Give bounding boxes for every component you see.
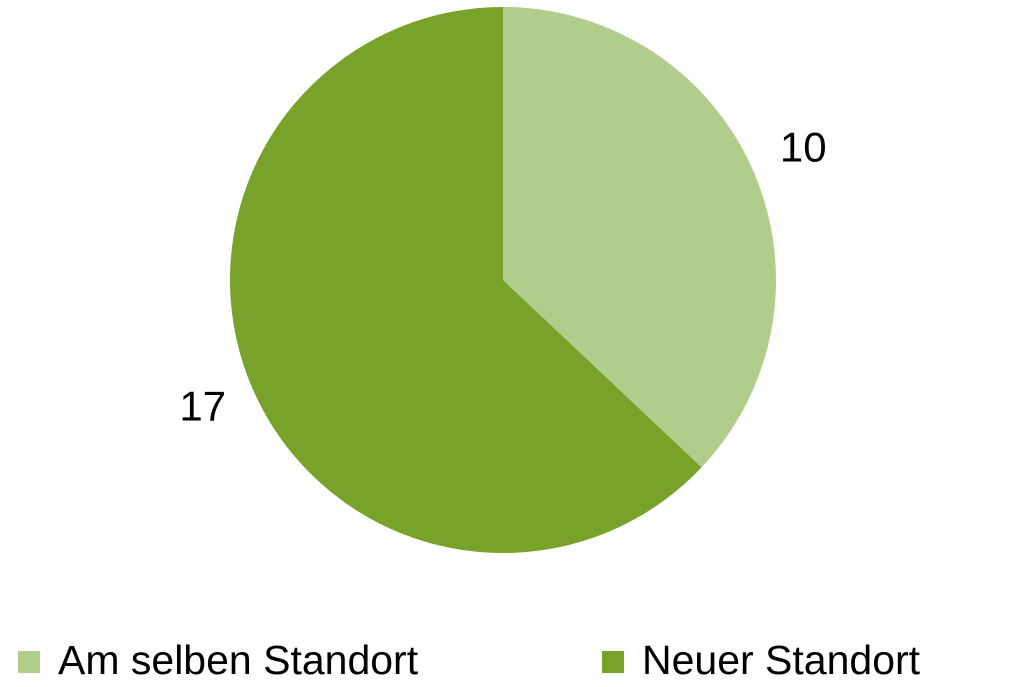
legend-swatch <box>18 651 40 673</box>
data-label: 10 <box>780 124 827 171</box>
data-label: 17 <box>179 383 226 430</box>
pie-slice <box>503 7 776 468</box>
pie-slice <box>230 7 702 553</box>
legend-swatch <box>602 651 624 673</box>
legend-label: Am selben Standort <box>58 637 419 683</box>
legend-label: Neuer Standort <box>642 637 921 683</box>
